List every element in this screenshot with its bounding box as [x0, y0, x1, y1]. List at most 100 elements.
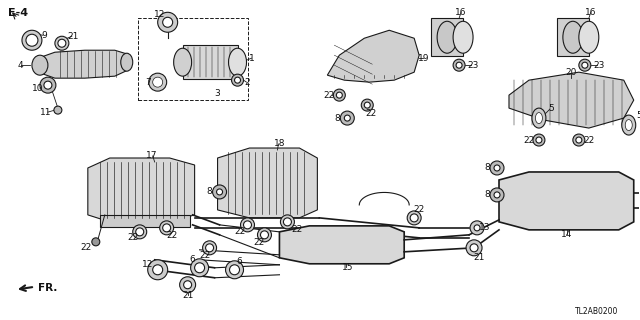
Circle shape: [195, 263, 205, 273]
Circle shape: [456, 62, 462, 68]
Circle shape: [490, 161, 504, 175]
Circle shape: [533, 134, 545, 146]
Text: 22: 22: [413, 205, 425, 214]
Text: 12: 12: [154, 10, 165, 19]
Text: 14: 14: [561, 230, 573, 239]
Text: 22: 22: [324, 91, 335, 100]
Text: 15: 15: [342, 263, 353, 272]
Circle shape: [494, 165, 500, 171]
Polygon shape: [509, 72, 634, 128]
Circle shape: [576, 137, 582, 143]
Circle shape: [364, 102, 371, 108]
Text: 8: 8: [207, 188, 212, 196]
Circle shape: [148, 73, 166, 91]
Circle shape: [92, 238, 100, 246]
Circle shape: [191, 259, 209, 277]
Text: 22: 22: [80, 243, 92, 252]
Circle shape: [203, 241, 216, 255]
Circle shape: [160, 221, 173, 235]
Text: 22: 22: [583, 136, 595, 145]
Circle shape: [44, 81, 52, 89]
Text: 10: 10: [32, 84, 44, 93]
Text: 22: 22: [292, 225, 303, 234]
Text: 2: 2: [244, 78, 250, 87]
Circle shape: [22, 30, 42, 50]
Ellipse shape: [228, 48, 246, 76]
Ellipse shape: [121, 53, 132, 71]
Circle shape: [579, 59, 591, 71]
Circle shape: [148, 260, 168, 280]
Circle shape: [55, 36, 69, 50]
Text: 22: 22: [365, 108, 377, 117]
Circle shape: [280, 215, 294, 229]
Circle shape: [490, 188, 504, 202]
Bar: [100, 215, 189, 227]
Text: 12: 12: [142, 260, 154, 269]
Bar: [431, 18, 463, 56]
Text: 5: 5: [636, 111, 640, 120]
Circle shape: [40, 77, 56, 93]
Bar: [182, 45, 237, 79]
Circle shape: [54, 106, 62, 114]
Circle shape: [184, 281, 191, 289]
Text: 8: 8: [484, 190, 490, 199]
Text: 21: 21: [67, 32, 79, 41]
Text: 6: 6: [237, 257, 243, 266]
Text: 6: 6: [189, 255, 195, 264]
Text: 22: 22: [127, 233, 138, 242]
Circle shape: [26, 34, 38, 46]
Circle shape: [470, 244, 478, 252]
Ellipse shape: [625, 120, 632, 131]
Circle shape: [337, 92, 342, 98]
Text: TL2AB0200: TL2AB0200: [575, 307, 618, 316]
Text: 22: 22: [254, 238, 265, 247]
Text: 9: 9: [41, 31, 47, 40]
Circle shape: [153, 265, 163, 275]
Ellipse shape: [173, 48, 191, 76]
Circle shape: [157, 12, 178, 32]
Circle shape: [466, 240, 482, 256]
Text: 22: 22: [524, 136, 534, 145]
Text: 16: 16: [455, 8, 467, 17]
Text: 22: 22: [199, 251, 210, 260]
Polygon shape: [38, 50, 128, 78]
Text: 17: 17: [146, 150, 157, 159]
Circle shape: [284, 218, 291, 226]
Text: 22: 22: [166, 231, 177, 240]
Circle shape: [225, 261, 243, 279]
Circle shape: [58, 39, 66, 47]
Circle shape: [230, 265, 239, 275]
Text: 19: 19: [419, 54, 430, 63]
Ellipse shape: [536, 113, 543, 124]
Circle shape: [340, 111, 355, 125]
Circle shape: [361, 99, 373, 111]
Circle shape: [153, 77, 163, 87]
Circle shape: [470, 221, 484, 235]
Polygon shape: [88, 158, 195, 222]
Circle shape: [453, 59, 465, 71]
Circle shape: [163, 17, 173, 27]
Circle shape: [536, 137, 542, 143]
Text: 16: 16: [585, 8, 596, 17]
Circle shape: [582, 62, 588, 68]
Circle shape: [234, 77, 241, 83]
Circle shape: [205, 244, 214, 252]
Circle shape: [410, 214, 418, 222]
Ellipse shape: [563, 21, 583, 53]
Circle shape: [344, 115, 350, 121]
Circle shape: [260, 231, 268, 239]
Text: 8: 8: [335, 114, 340, 123]
Polygon shape: [280, 226, 404, 264]
Circle shape: [257, 228, 271, 242]
Ellipse shape: [579, 21, 599, 53]
Ellipse shape: [32, 55, 48, 75]
Text: E-4: E-4: [8, 8, 28, 18]
Circle shape: [407, 211, 421, 225]
Circle shape: [216, 189, 223, 195]
Text: 20: 20: [565, 68, 577, 77]
Ellipse shape: [437, 21, 457, 53]
Ellipse shape: [621, 115, 636, 135]
Ellipse shape: [532, 108, 546, 128]
Circle shape: [232, 74, 243, 86]
Circle shape: [241, 218, 255, 232]
